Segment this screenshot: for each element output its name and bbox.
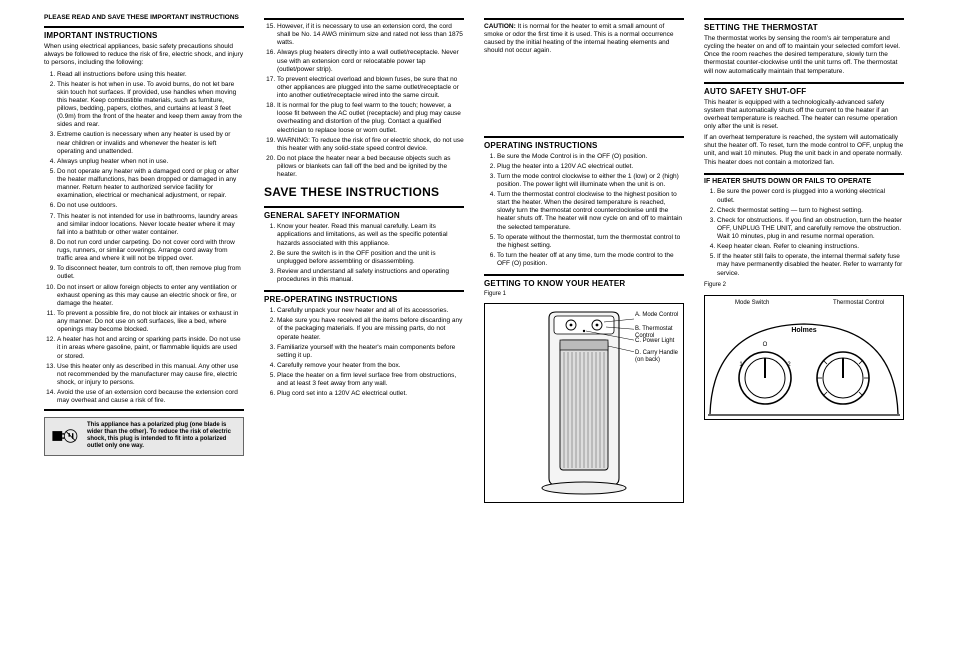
column-3: CAUTION: It is normal for the heater to … <box>484 14 684 503</box>
fails-title: IF HEATER SHUTS DOWN OR FAILS TO OPERATE <box>704 178 904 187</box>
list-item: Know your heater. Read this manual caref… <box>277 223 464 247</box>
rule <box>264 206 464 208</box>
list-item: Carefully remove your heater from the bo… <box>277 362 464 370</box>
caution-label: CAUTION: <box>484 23 516 30</box>
polarized-plug-box: This appliance has a polarized plug (one… <box>44 417 244 456</box>
list-item: Do not operate any heater with a damaged… <box>57 168 244 201</box>
rule <box>44 26 244 28</box>
rule <box>484 136 684 138</box>
figure-2-caption: Figure 2 <box>704 282 904 290</box>
fig2-mode-label: Mode Switch <box>735 300 769 308</box>
column-4: SETTING THE THERMOSTAT The thermostat wo… <box>704 14 904 503</box>
know-heater-title: GETTING TO KNOW YOUR HEATER <box>484 279 684 289</box>
brand-text: Holmes <box>791 327 816 334</box>
fig1-label-c: C. Power Light <box>635 338 674 346</box>
general-safety-title: GENERAL SAFETY INFORMATION <box>264 211 464 221</box>
list-item: Do not use outdoors. <box>57 202 244 210</box>
list-item: Review and understand all safety instruc… <box>277 268 464 284</box>
list-item: It is normal for the plug to feel warm t… <box>277 102 464 135</box>
intro-paragraph: When using electrical appliances, basic … <box>44 43 244 67</box>
save-instructions-line: SAVE THESE INSTRUCTIONS <box>264 185 464 200</box>
list-item: Always unplug heater when not in use. <box>57 158 244 166</box>
svg-text:O: O <box>763 342 768 348</box>
read-save-line: PLEASE READ AND SAVE THESE IMPORTANT INS… <box>44 14 244 22</box>
control-panel-illustration: O 1 2 Holmes <box>705 296 903 419</box>
list-item: Turn the mode control clockwise to eithe… <box>497 173 684 189</box>
fig1-label-a: A. Mode Control <box>635 312 678 320</box>
rule <box>264 18 464 20</box>
list-item: WARNING: To reduce the risk of fire or e… <box>277 137 464 153</box>
list-item: A heater has hot and arcing or sparking … <box>57 336 244 360</box>
preop-list: Carefully unpack your new heater and all… <box>264 307 464 398</box>
list-item: Avoid the use of an extension cord becau… <box>57 389 244 405</box>
list-item: To disconnect heater, turn controls to o… <box>57 265 244 281</box>
fails-list: Be sure the power cord is plugged into a… <box>704 188 904 277</box>
list-item: To turn the heater off at any time, turn… <box>497 252 684 268</box>
auto-shutoff-title: AUTO SAFETY SHUT-OFF <box>704 87 904 97</box>
list-item: Check thermostat setting — turn to highe… <box>717 207 904 215</box>
list-item: Place the heater on a firm level surface… <box>277 372 464 388</box>
list-item: Plug cord set into a 120V AC electrical … <box>277 390 464 398</box>
list-item: Do not insert or allow foreign objects t… <box>57 284 244 308</box>
operating-list: Be sure the Mode Control is in the OFF (… <box>484 153 684 269</box>
list-item: However, if it is necessary to use an ex… <box>277 23 464 47</box>
heater-illustration <box>534 310 634 495</box>
list-item: This heater is hot when in use. To avoid… <box>57 81 244 130</box>
rule <box>484 18 684 20</box>
fig1-label-d: D. Carry Handle (on back) <box>635 350 683 365</box>
figure-1-box: A. Mode Control B. Thermostat Control C.… <box>484 303 684 503</box>
list-item: Keep heater clean. Refer to cleaning ins… <box>717 243 904 251</box>
operating-title: OPERATING INSTRUCTIONS <box>484 141 684 151</box>
list-item: Always plug heaters directly into a wall… <box>277 49 464 73</box>
general-safety-list: Know your heater. Read this manual caref… <box>264 223 464 284</box>
column-1: PLEASE READ AND SAVE THESE IMPORTANT INS… <box>44 14 244 503</box>
svg-text:2: 2 <box>787 362 791 368</box>
list-item: Plug the heater into a 120V AC electrica… <box>497 163 684 171</box>
auto-shutoff-body-2: If an overheat temperature is reached, t… <box>704 134 904 167</box>
list-item: Turn the thermostat control clockwise to… <box>497 191 684 232</box>
list-item: Be sure the power cord is plugged into a… <box>717 188 904 204</box>
thermostat-body: The thermostat works by sensing the room… <box>704 35 904 76</box>
plug-message: This appliance has a polarized plug (one… <box>87 422 237 451</box>
fig2-thermo-label: Thermostat Control <box>833 300 884 308</box>
important-instructions-title: IMPORTANT INSTRUCTIONS <box>44 31 244 41</box>
column-2: However, if it is necessary to use an ex… <box>264 14 464 503</box>
list-item: Extreme caution is necessary when any he… <box>57 131 244 155</box>
list-item: Familiarize yourself with the heater's m… <box>277 344 464 360</box>
auto-shutoff-body-1: This heater is equipped with a technolog… <box>704 99 904 132</box>
rule <box>704 82 904 84</box>
plug-icon <box>51 425 79 447</box>
list-item: If the heater still fails to operate, th… <box>717 253 904 277</box>
rule <box>704 18 904 20</box>
list-item: This heater is not intended for use in b… <box>57 213 244 237</box>
rule <box>44 409 244 411</box>
list-item: Carefully unpack your new heater and all… <box>277 307 464 315</box>
figure-2-box: O 1 2 Holmes Mode Switch <box>704 295 904 420</box>
list-item: Be sure the Mode Control is in the OFF (… <box>497 153 684 161</box>
list-item: Use this heater only as described in thi… <box>57 363 244 387</box>
thermostat-title: SETTING THE THERMOSTAT <box>704 23 904 33</box>
list-item: Check for obstructions. If you find an o… <box>717 217 904 241</box>
list-item: Be sure the switch is in the OFF positio… <box>277 250 464 266</box>
list-item: Do not run cord under carpeting. Do not … <box>57 239 244 263</box>
list-item: To prevent a possible fire, do not block… <box>57 310 244 334</box>
list-item: Do not place the heater near a bed becau… <box>277 155 464 179</box>
safeguards-list-continued: However, if it is necessary to use an ex… <box>264 23 464 179</box>
list-item: To prevent electrical overload and blown… <box>277 76 464 100</box>
list-item: Make sure you have received all the item… <box>277 317 464 341</box>
rule <box>264 290 464 292</box>
list-item: To operate without the thermostat, turn … <box>497 234 684 250</box>
preop-title: PRE-OPERATING INSTRUCTIONS <box>264 295 464 305</box>
list-item: Read all instructions before using this … <box>57 71 244 79</box>
rule <box>484 274 684 276</box>
safeguards-list: Read all instructions before using this … <box>44 71 244 406</box>
rule <box>704 173 904 175</box>
figure-1-caption: Figure 1 <box>484 291 684 299</box>
